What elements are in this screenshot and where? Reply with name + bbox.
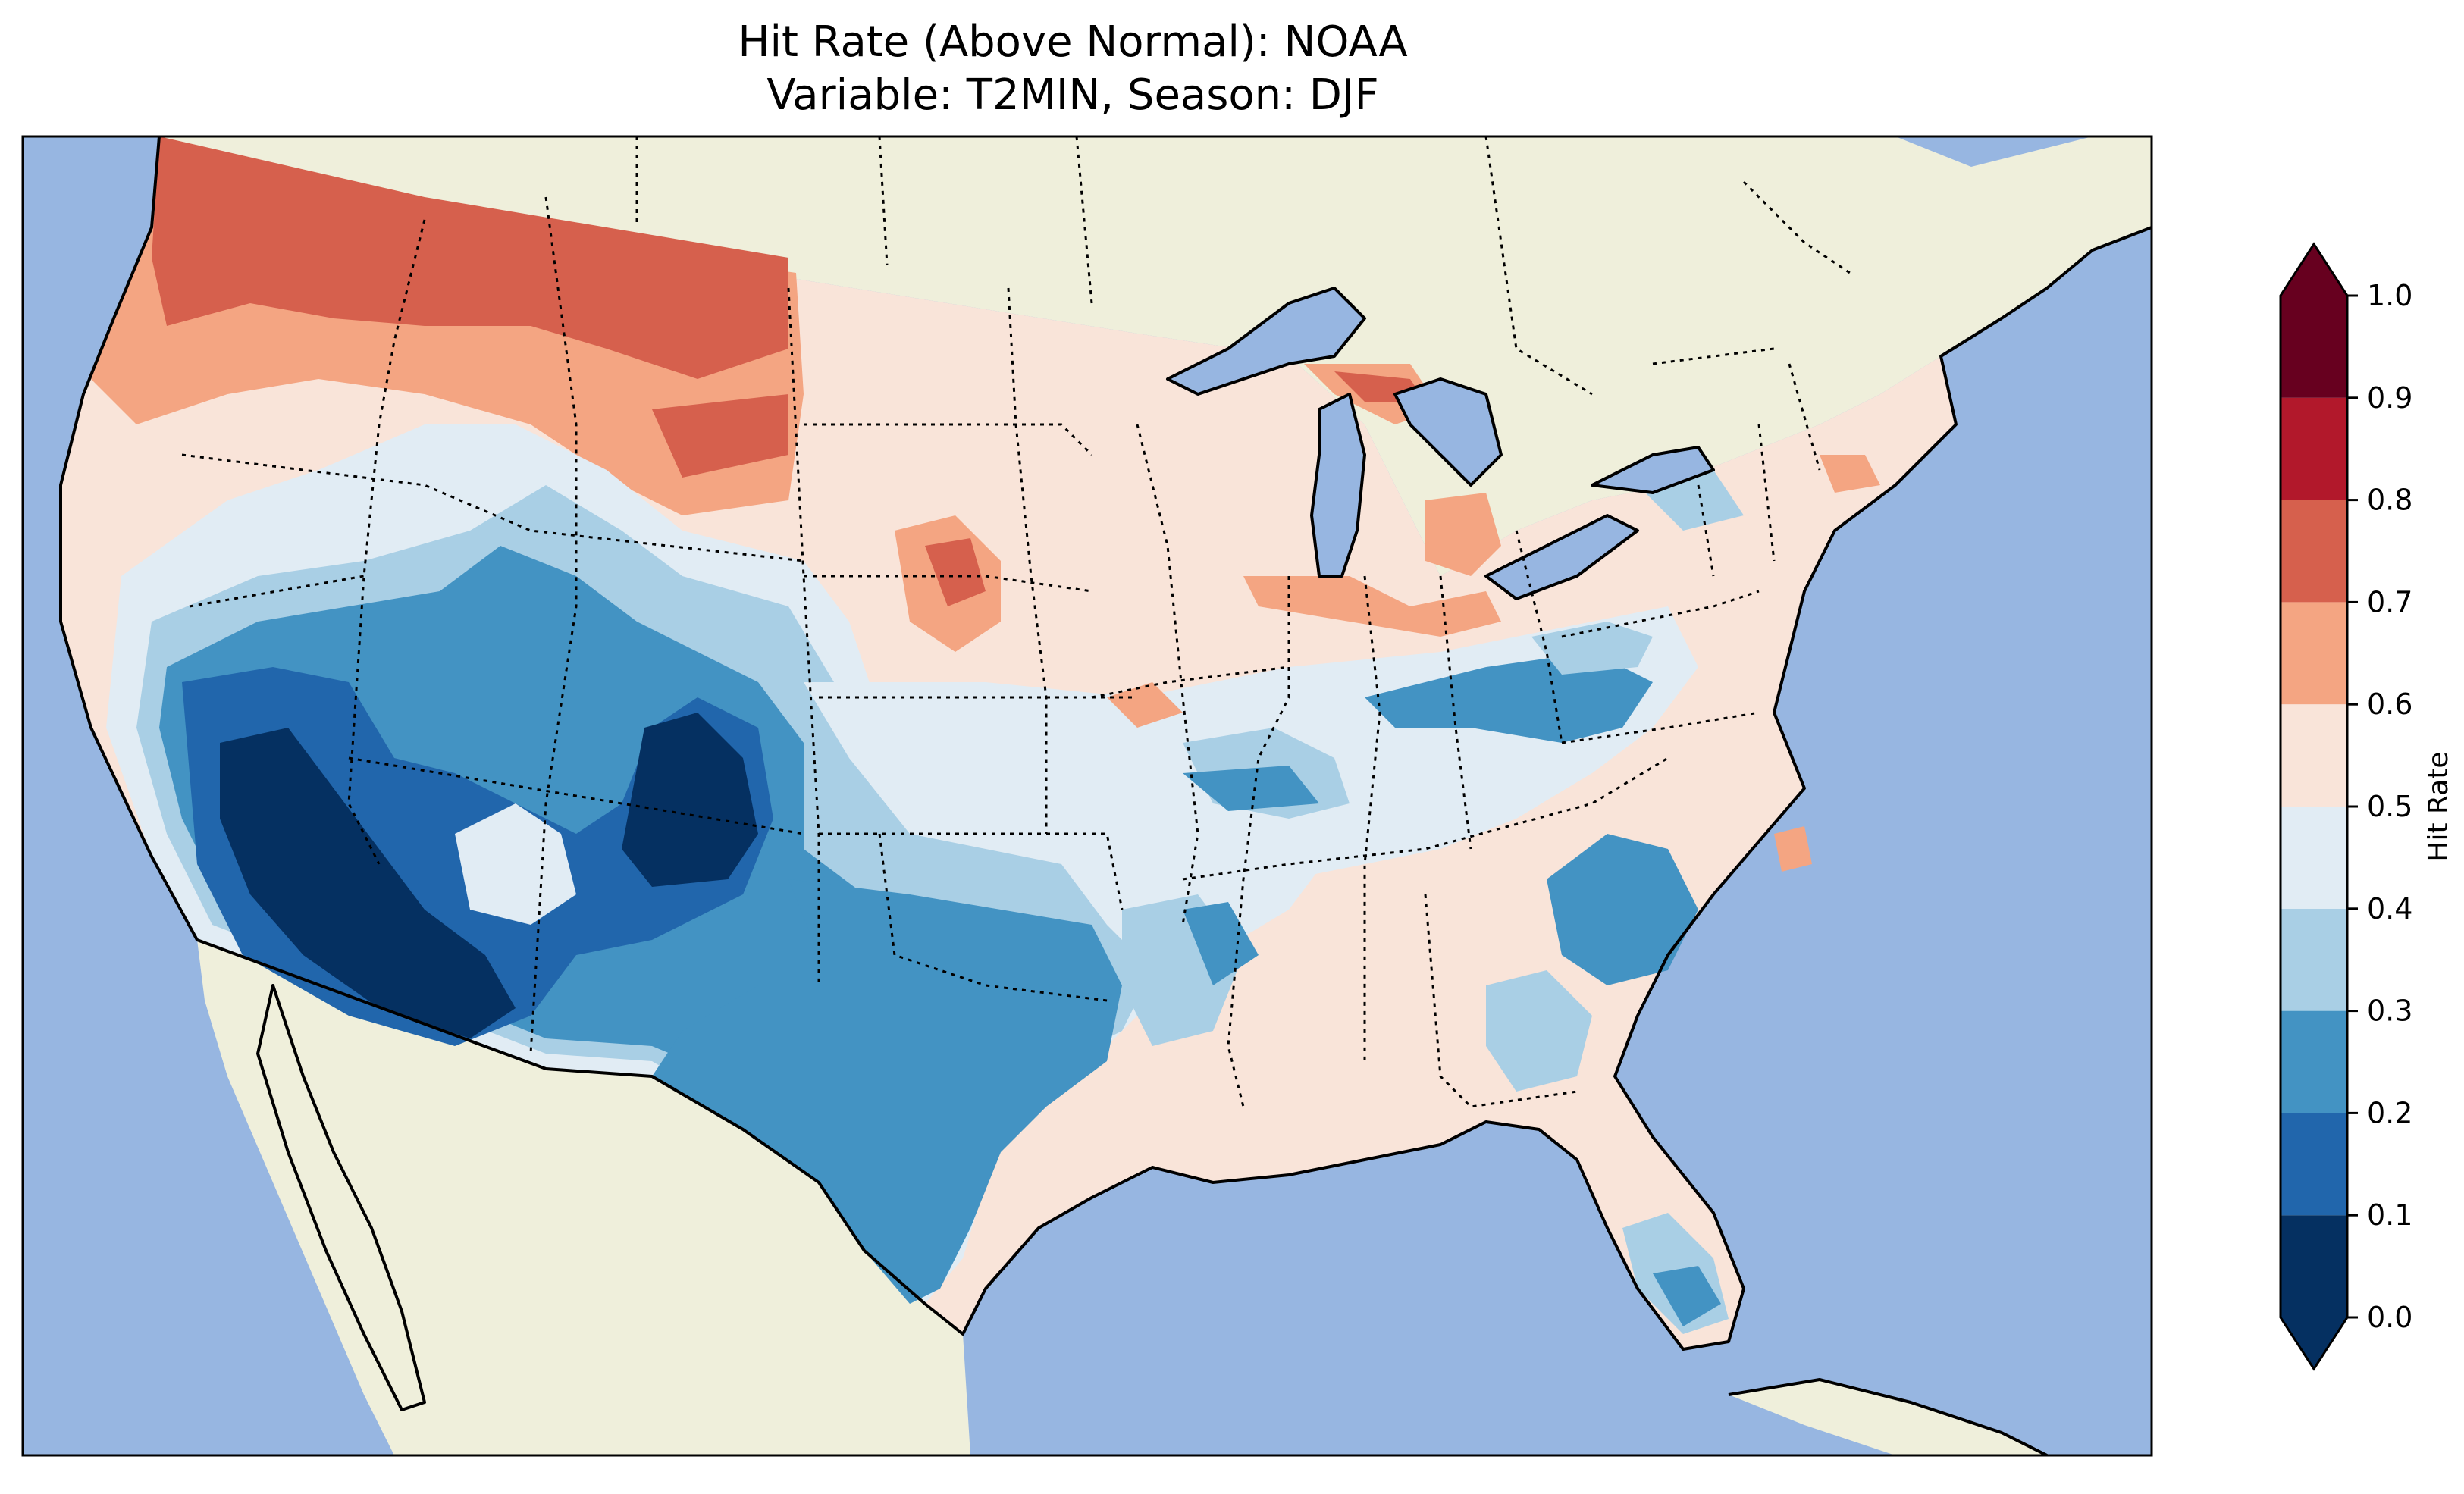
colorbar-tick-label-1: 0.1	[2367, 1198, 2412, 1232]
colorbar-tick-label-0: 0.0	[2367, 1301, 2412, 1334]
colorbar-bin-4	[2281, 807, 2347, 909]
hit-rate-field	[61, 136, 1956, 1349]
cuba-land	[1729, 1380, 2047, 1455]
state-borders	[181, 136, 1851, 1108]
colorbar-tick-label-6: 0.6	[2367, 687, 2412, 721]
chart-subtitle: Variable: T2MIN, Season: DJF	[766, 70, 1379, 120]
colorbar-bin-2	[2281, 1010, 2347, 1113]
colorbar-tick-label-7: 0.7	[2367, 585, 2412, 619]
colorbar-bin-3	[2281, 908, 2347, 1011]
colorbar-extend-under	[2281, 1317, 2347, 1369]
colorbar-tick-label-8: 0.8	[2367, 484, 2412, 517]
baja-peninsula	[258, 985, 425, 1410]
chart-title: Hit Rate (Above Normal): NOAA	[738, 17, 1408, 67]
colorbar-label: Hit Rate	[2423, 751, 2454, 861]
colorbar-tick-label-2: 0.2	[2367, 1096, 2412, 1129]
colorbar-bin-8	[2281, 397, 2347, 500]
colorbar-bin-6	[2281, 602, 2347, 705]
colorbar-bin-0	[2281, 1215, 2347, 1317]
colorbar-tick-label-5: 0.5	[2367, 790, 2412, 823]
colorbar-bin-9	[2281, 296, 2347, 398]
colorbar-bin-5	[2281, 704, 2347, 807]
colorbar-bin-1	[2281, 1113, 2347, 1216]
colorbar-bin-7	[2281, 500, 2347, 603]
colorbar-tick-label-9: 0.9	[2367, 381, 2412, 415]
colorbar-extend-over	[2281, 244, 2347, 296]
map-frame	[21, 135, 2153, 1457]
colorbar-tick-label-3: 0.3	[2367, 994, 2412, 1028]
great-lakes	[1168, 288, 1713, 599]
coastlines	[59, 136, 2152, 1455]
colorbar-tick-label-10: 1.0	[2367, 279, 2412, 312]
colorbar-tick-label-4: 0.4	[2367, 892, 2412, 926]
